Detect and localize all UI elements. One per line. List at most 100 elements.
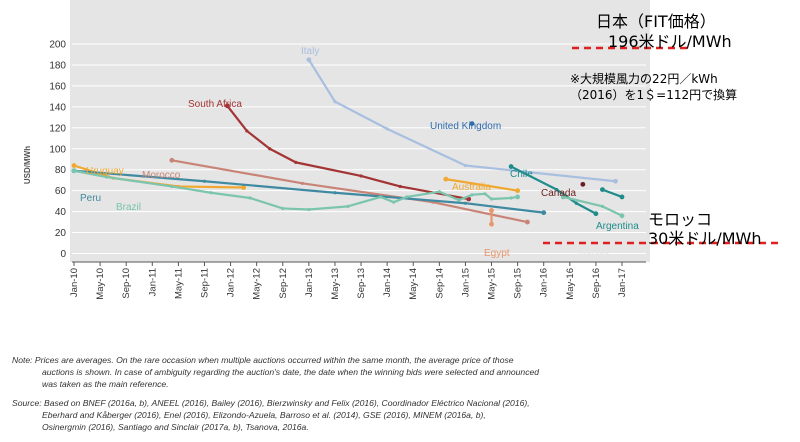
- data-point-south-africa: [268, 147, 272, 151]
- series-label-canada: Canada: [541, 188, 576, 199]
- data-point-brazil: [209, 191, 213, 195]
- data-point-argentina: [600, 187, 605, 193]
- data-point-peru: [463, 201, 468, 205]
- y-tick-label: 100: [49, 144, 66, 155]
- data-point-south-africa: [294, 160, 298, 164]
- x-tick-label: Jan-11: [147, 268, 158, 296]
- y-tick-label: 140: [49, 102, 66, 113]
- data-point-chile: [555, 188, 559, 192]
- data-point-peru: [202, 179, 207, 183]
- data-point-argentina: [619, 194, 625, 200]
- series-label-egypt: Egypt: [484, 248, 510, 259]
- data-point-peru: [333, 191, 337, 195]
- data-point-south-africa: [224, 103, 230, 109]
- data-point-south-africa: [466, 196, 472, 202]
- data-point-italy: [613, 178, 618, 184]
- data-point-brazil: [307, 207, 311, 212]
- data-point-mexico: [600, 204, 605, 208]
- plot-background: [70, 0, 650, 262]
- y-tick-label: 40: [55, 207, 67, 218]
- x-tick-label: Jan-15: [460, 268, 471, 297]
- data-point-brazil: [483, 192, 487, 196]
- data-point-chile: [574, 201, 578, 205]
- data-point-uruguay: [71, 163, 77, 168]
- data-point-brazil: [248, 196, 252, 200]
- y-tick-label: 200: [49, 40, 66, 51]
- y-tick-label: 0: [60, 249, 66, 260]
- x-tick-label: May-11: [173, 268, 184, 299]
- series-line-argentina: [601, 188, 624, 199]
- data-point-canada: [580, 181, 586, 187]
- series-label-mexico: Mexico: [578, 246, 610, 257]
- japan-fit-value: 196米ドル/MWh: [608, 32, 732, 51]
- data-point-italy: [463, 163, 468, 168]
- y-axis-label: USD/MWh: [23, 146, 32, 184]
- note-line-2: auctions is shown. In case of ambiguity …: [42, 367, 540, 377]
- data-point-brazil: [379, 195, 383, 199]
- y-tick-label: 120: [49, 123, 66, 134]
- data-point-brazil: [170, 184, 174, 189]
- series-label-united-kingdom: United Kingdom: [430, 121, 501, 132]
- x-tick-label: May-14: [408, 268, 419, 300]
- data-point-brazil: [437, 190, 441, 194]
- x-tick-label: Jan-12: [226, 268, 237, 297]
- series-line-morocco: [170, 159, 529, 224]
- x-tick-label: Sep-14: [434, 268, 445, 299]
- y-tick-label: 20: [55, 228, 67, 239]
- x-tick-label: Sep-10: [121, 268, 132, 299]
- note-line-3: was taken as the main reference.: [42, 379, 169, 389]
- data-point-peru: [541, 210, 547, 216]
- data-point-brazil: [71, 168, 77, 174]
- y-tick-label: 80: [55, 165, 67, 176]
- conversion-note-line2: （2016）を1＄=112円で換算: [570, 88, 738, 102]
- x-tick-label: May-15: [487, 268, 498, 300]
- data-point-chile: [593, 211, 599, 217]
- data-point-uruguay: [241, 185, 247, 190]
- data-point-south-africa: [398, 184, 402, 189]
- data-point-brazil: [105, 175, 109, 179]
- data-point-south-africa: [245, 129, 249, 133]
- series-label-peru: Peru: [80, 193, 101, 204]
- y-tick-label: 160: [49, 81, 66, 92]
- data-point-united-kingdom: [469, 121, 475, 127]
- data-point-egypt: [489, 208, 494, 213]
- y-tick-label: 60: [55, 186, 67, 197]
- data-point-australia: [443, 176, 449, 182]
- data-point-brazil: [515, 194, 521, 200]
- x-tick-label: May-13: [330, 268, 341, 300]
- data-point-brazil: [489, 197, 494, 201]
- conversion-note-line1: ※大規模風力の22円／kWh: [570, 72, 718, 86]
- series-label-chile: Chile: [510, 169, 533, 180]
- data-point-morocco: [300, 181, 304, 185]
- data-point-brazil: [470, 193, 474, 197]
- data-point-egypt: [489, 221, 494, 227]
- data-point-brazil: [509, 196, 513, 200]
- x-tick-label: Jan-13: [304, 268, 315, 297]
- x-tick-label: Jan-17: [617, 268, 628, 297]
- data-point-italy: [333, 100, 337, 104]
- source-line-1: Source: Based on BNEF (2016a, b), ANEEL …: [12, 398, 530, 408]
- series-label-brazil: Brazil: [116, 202, 141, 213]
- series-label-uruguay: Uruguay: [86, 166, 124, 177]
- x-tick-label: Sep-11: [199, 268, 210, 298]
- data-point-australia: [515, 188, 521, 194]
- x-tick-label: Sep-12: [278, 268, 289, 299]
- series-label-south-africa: South Africa: [188, 99, 242, 110]
- data-point-chile: [508, 164, 514, 169]
- x-tick-label: Sep-15: [513, 268, 524, 299]
- series-line-chile: [509, 165, 598, 215]
- data-point-morocco: [525, 219, 530, 225]
- x-tick-label: Sep-13: [356, 268, 367, 299]
- x-tick-label: May-12: [252, 268, 263, 300]
- morocco-title: モロッコ: [648, 210, 713, 229]
- series-label-italy: Italy: [301, 46, 319, 57]
- x-tick-label: Jan-16: [539, 268, 550, 297]
- note-line-1: Note: Prices are averages. On the rare o…: [12, 355, 514, 365]
- x-tick-label: May-16: [565, 268, 576, 300]
- series-label-argentina: Argentina: [596, 221, 639, 232]
- source-line-3: Osinergmin (2016), Santiago and Sinclair…: [42, 422, 309, 432]
- data-point-south-africa: [359, 174, 363, 178]
- data-point-brazil: [346, 204, 350, 208]
- x-tick-label: Sep-16: [591, 268, 602, 299]
- series-label-morocco: Morocco: [142, 170, 181, 181]
